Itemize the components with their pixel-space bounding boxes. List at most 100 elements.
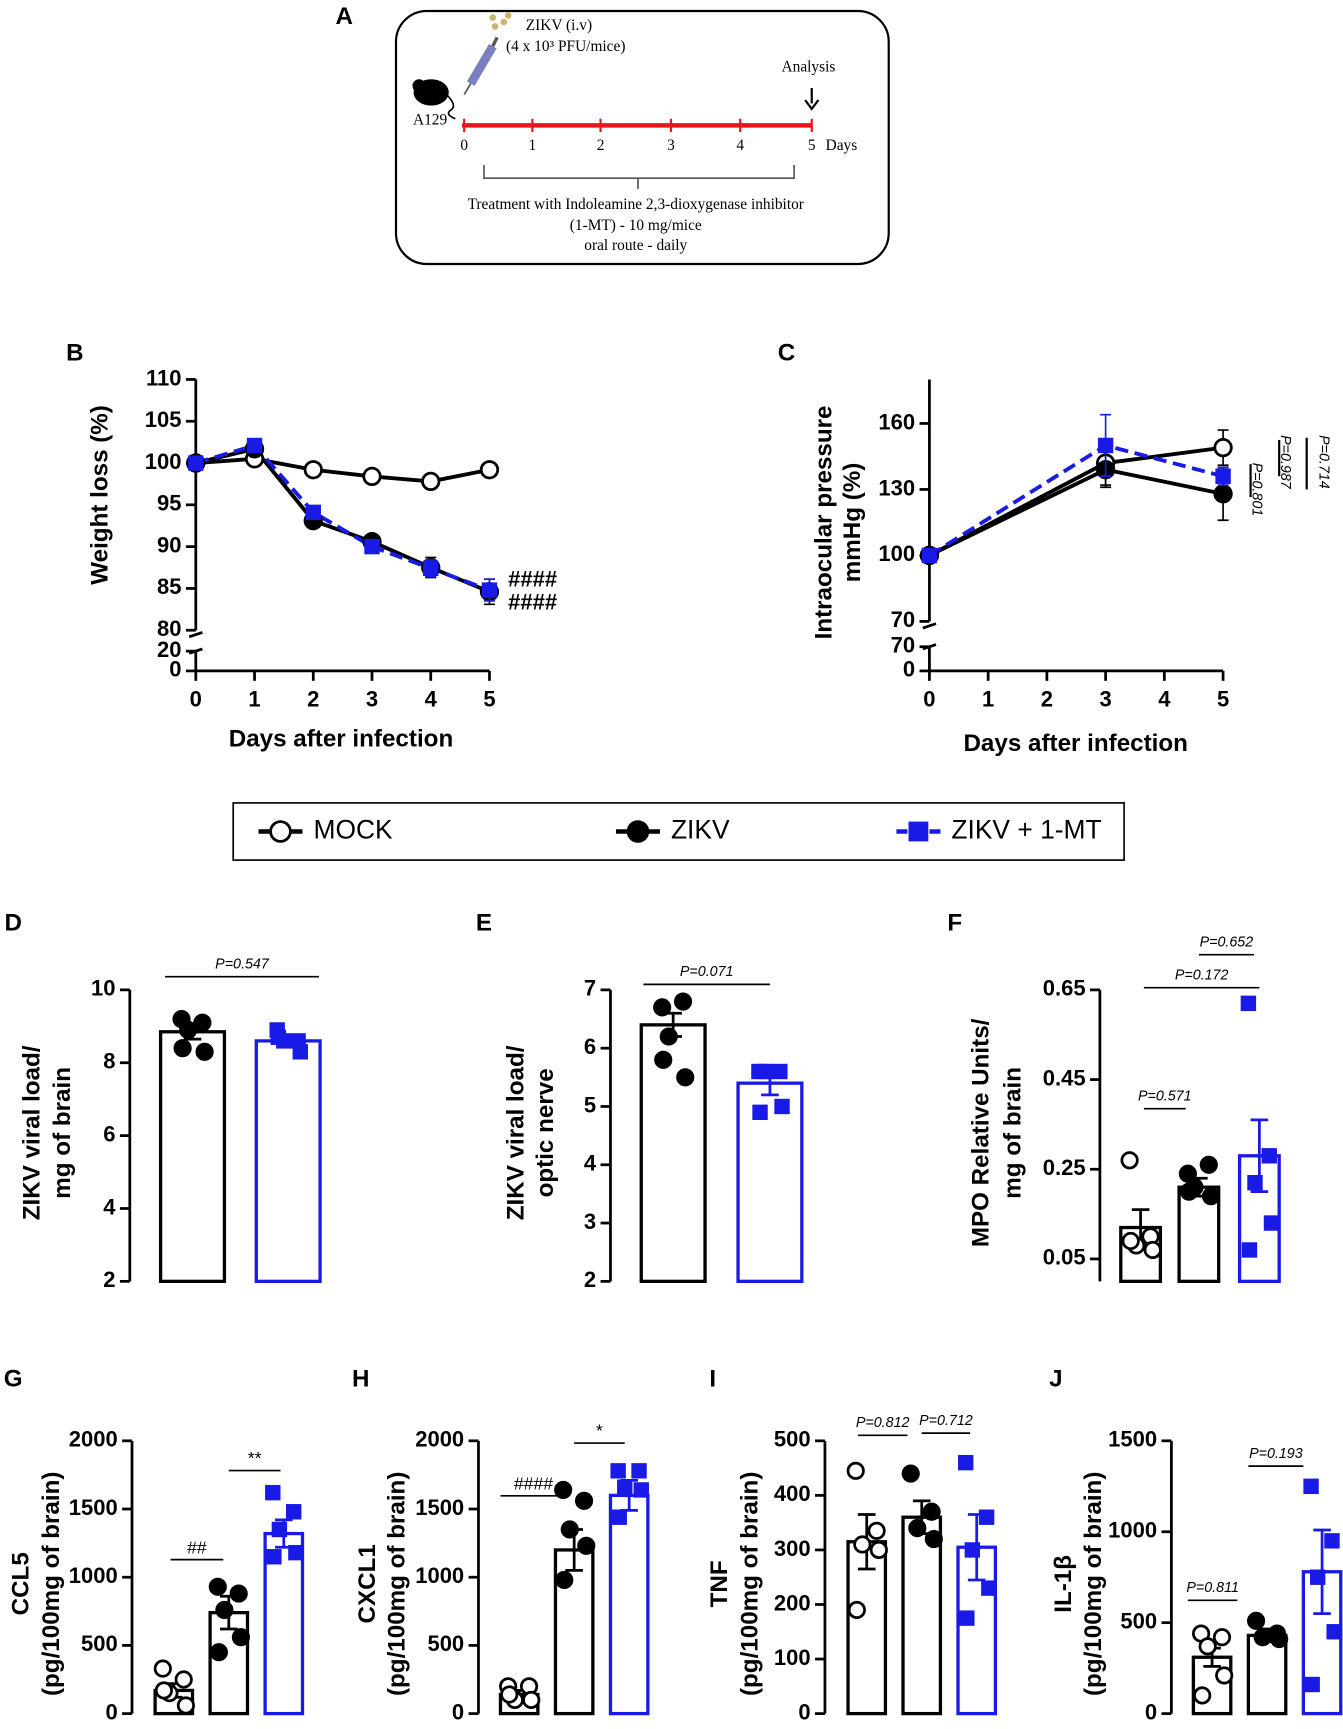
bar	[254, 1039, 322, 1284]
annotation: ####	[514, 1473, 553, 1493]
x-tick-label: 1	[982, 686, 994, 711]
analysis-label: Analysis	[782, 59, 836, 76]
annotation: ####	[508, 567, 557, 592]
y-axis-title: CXCL1	[354, 1544, 381, 1623]
days-label: Days	[826, 137, 858, 154]
marker	[1304, 1676, 1320, 1693]
y-axis-title: optic nerve	[532, 1068, 559, 1197]
marker	[423, 560, 439, 577]
y-axis-title: mmHg (%)	[839, 463, 866, 583]
mouse-icon	[412, 79, 456, 120]
y-tick-label: 100	[878, 541, 915, 566]
marker	[153, 1659, 172, 1678]
marker	[1261, 1148, 1277, 1164]
legend-label: ZIKV + 1-MT	[951, 814, 1101, 844]
y-tick-label: 2	[103, 1267, 115, 1292]
y-tick-label: 80	[157, 616, 181, 641]
marker	[554, 1480, 573, 1500]
marker	[292, 1044, 308, 1060]
y-tick-label: 6	[103, 1121, 115, 1146]
marker	[1253, 1628, 1272, 1647]
marker	[1240, 995, 1257, 1012]
x-tick-label: 2	[1041, 686, 1053, 711]
marker	[288, 1544, 304, 1561]
y-tick-label: 20	[157, 637, 181, 662]
x-tick-label: 4	[1158, 686, 1171, 711]
panel-label: F	[947, 909, 962, 936]
y-axis-title: TNF	[706, 1560, 733, 1607]
y-axis-title: mg of brain	[49, 1067, 76, 1199]
marker	[1247, 1611, 1266, 1630]
syringe-icon	[463, 12, 512, 96]
marker	[1309, 1569, 1326, 1585]
panel-label: J	[1049, 1366, 1062, 1393]
marker	[1193, 1686, 1212, 1705]
mouse-label: A129	[413, 112, 447, 129]
y-tick-label: 0	[452, 1699, 464, 1724]
y-axis-title: Weight loss (%)	[87, 405, 114, 585]
y-tick-label: 2000	[69, 1427, 118, 1452]
marker	[1215, 468, 1231, 484]
y-tick-label: 4	[103, 1194, 116, 1219]
marker	[229, 1584, 248, 1603]
marker	[500, 1685, 519, 1704]
y-tick-label: 400	[774, 1481, 811, 1506]
legend-label: MOCK	[313, 814, 393, 844]
marker	[1213, 484, 1233, 504]
x-tick-label: 0	[923, 686, 935, 711]
marker	[421, 471, 441, 492]
bar	[608, 1493, 650, 1716]
y-tick-label: 2	[584, 1267, 596, 1292]
annotation: P=0.712	[919, 1413, 973, 1429]
marker	[193, 1013, 212, 1032]
marker	[1212, 1628, 1232, 1647]
annotation: **	[248, 1448, 262, 1468]
marker	[654, 1050, 673, 1069]
series-line	[928, 443, 1224, 558]
marker	[555, 1570, 574, 1590]
annotation: P=0.812	[856, 1415, 910, 1431]
marker	[303, 460, 323, 480]
marker	[676, 1068, 695, 1087]
marker	[188, 455, 204, 471]
day-label: 2	[597, 137, 605, 154]
y-tick-label: 1500	[415, 1495, 464, 1520]
marker	[1270, 1629, 1289, 1649]
y-tick-label: 0	[798, 1699, 810, 1724]
y-tick-label: 6	[584, 1034, 596, 1059]
bar	[158, 1030, 227, 1284]
panel-label: A	[336, 3, 353, 30]
marker	[958, 1454, 974, 1471]
y-tick-label: 70	[891, 607, 915, 632]
y-tick-label: 90	[157, 532, 181, 557]
virus-text: ZIKV (i.v)	[526, 17, 592, 34]
y-tick-label: 2000	[415, 1427, 464, 1452]
series-line	[195, 456, 490, 484]
marker	[174, 1670, 193, 1689]
y-tick-label: 85	[157, 574, 181, 599]
marker	[959, 1610, 975, 1626]
y-tick-label: 160	[878, 409, 915, 434]
marker	[195, 1042, 214, 1061]
axis-break	[922, 622, 937, 630]
annotation: P=0.547	[215, 956, 270, 972]
x-tick-label: 2	[307, 686, 319, 711]
y-tick-label: 3	[584, 1209, 596, 1234]
marker	[560, 1520, 579, 1539]
annotation: P=0.811	[1186, 1580, 1239, 1596]
marker	[673, 992, 693, 1011]
marker	[362, 466, 382, 487]
y-axis-title: (pg/100mg of brain)	[1080, 1472, 1107, 1696]
x-axis-title: Days after infection	[229, 726, 453, 753]
y-tick-label: 70	[891, 633, 915, 658]
x-tick-label: 3	[366, 686, 378, 711]
annotation: P=0.172	[1175, 967, 1229, 983]
marker	[633, 1482, 649, 1498]
marker	[1143, 1240, 1162, 1260]
panel-label: D	[4, 909, 21, 936]
marker	[265, 1484, 281, 1501]
marker	[1263, 1215, 1280, 1231]
y-tick-label: 500	[427, 1631, 464, 1656]
treatment-text: Treatment with Indoleamine 2,3-dioxygena…	[468, 196, 804, 213]
